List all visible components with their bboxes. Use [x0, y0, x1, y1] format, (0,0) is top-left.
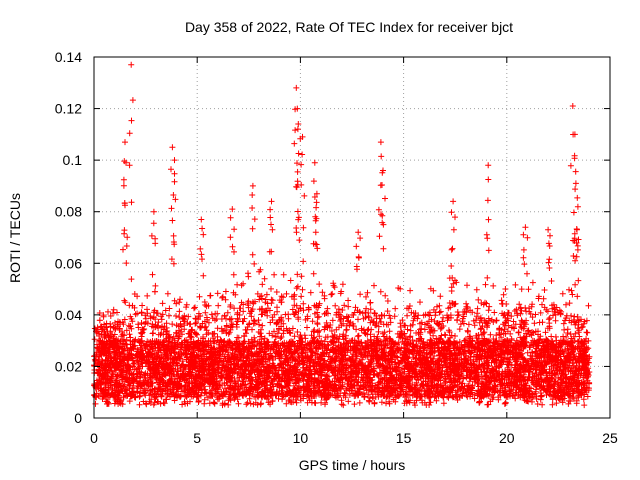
x-axis-label: GPS time / hours [299, 457, 406, 473]
x-tick-label: 15 [396, 430, 412, 446]
y-axis-label: ROTI / TECUs [7, 193, 23, 283]
y-tick-label: 0.02 [55, 358, 82, 374]
plot-frame [93, 56, 611, 419]
y-tick-label: 0.04 [55, 307, 82, 323]
data-points [91, 61, 593, 409]
y-tick-label: 0.06 [55, 255, 82, 271]
y-tick-label: 0.1 [63, 152, 83, 168]
y-tick-label: 0.14 [55, 49, 82, 65]
y-tick-label: 0 [74, 410, 82, 426]
axis-ticks: 0 5 10 15 20 25 0 0.02 0.04 0.06 0.08 0.1 0.12 0.14 [55, 49, 618, 446]
x-tick-label: 20 [499, 430, 515, 446]
roti-series-markers [91, 61, 593, 409]
chart-title: Day 358 of 2022, Rate Of TEC Index for r… [185, 19, 513, 35]
y-tick-label: 0.12 [55, 101, 82, 117]
x-tick-label: 10 [293, 430, 309, 446]
y-tick-label: 0.08 [55, 204, 82, 220]
x-tick-label: 25 [602, 430, 618, 446]
x-tick-label: 0 [90, 430, 98, 446]
x-tick-label: 5 [193, 430, 201, 446]
